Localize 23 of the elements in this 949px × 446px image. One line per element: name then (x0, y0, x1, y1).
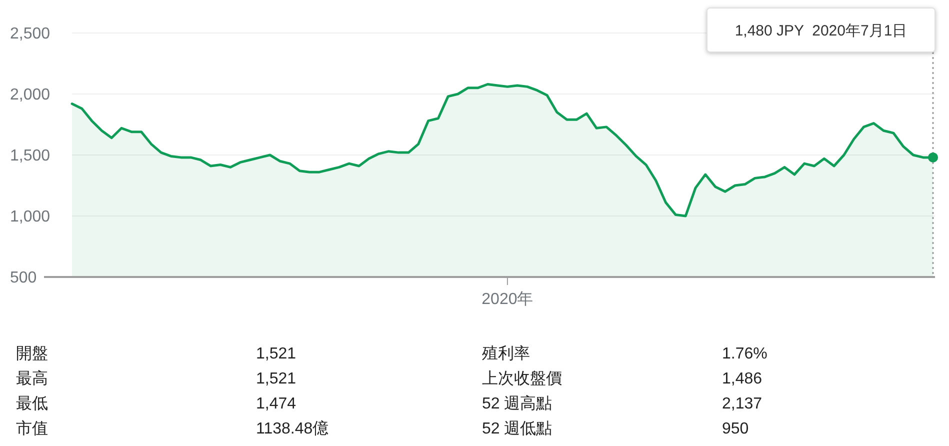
text: 1,474 (256, 396, 296, 413)
text: 開盤 (16, 344, 48, 363)
text: 1,521 (256, 370, 296, 388)
y-tick-label: 1,500 (10, 148, 50, 165)
text: 950 (722, 420, 749, 438)
text: 最低 (16, 396, 48, 413)
text: 52 週低點 (482, 420, 552, 438)
x-tick-label: 2020年 (482, 291, 534, 308)
y-tick-label: 2,000 (10, 86, 50, 104)
text: 市值 (16, 420, 48, 438)
y-tick-label: 1,000 (10, 208, 50, 226)
text: 1,486 (722, 370, 762, 388)
text: 1.76% (722, 346, 768, 363)
text: 最高 (16, 370, 48, 388)
text: 1,521 (256, 346, 296, 363)
text: 52 週高點 (482, 394, 552, 413)
text: 上次收盤價 (482, 370, 562, 388)
y-tick-label: 500 (10, 270, 37, 287)
y-tick-label: 2,500 (10, 26, 50, 43)
text: 1138.48億 (256, 420, 329, 438)
annotation: 1,480 JPY 2020年7月1日 (734, 22, 908, 40)
text: 殖利率 (482, 344, 530, 363)
text: 2,137 (722, 396, 762, 413)
